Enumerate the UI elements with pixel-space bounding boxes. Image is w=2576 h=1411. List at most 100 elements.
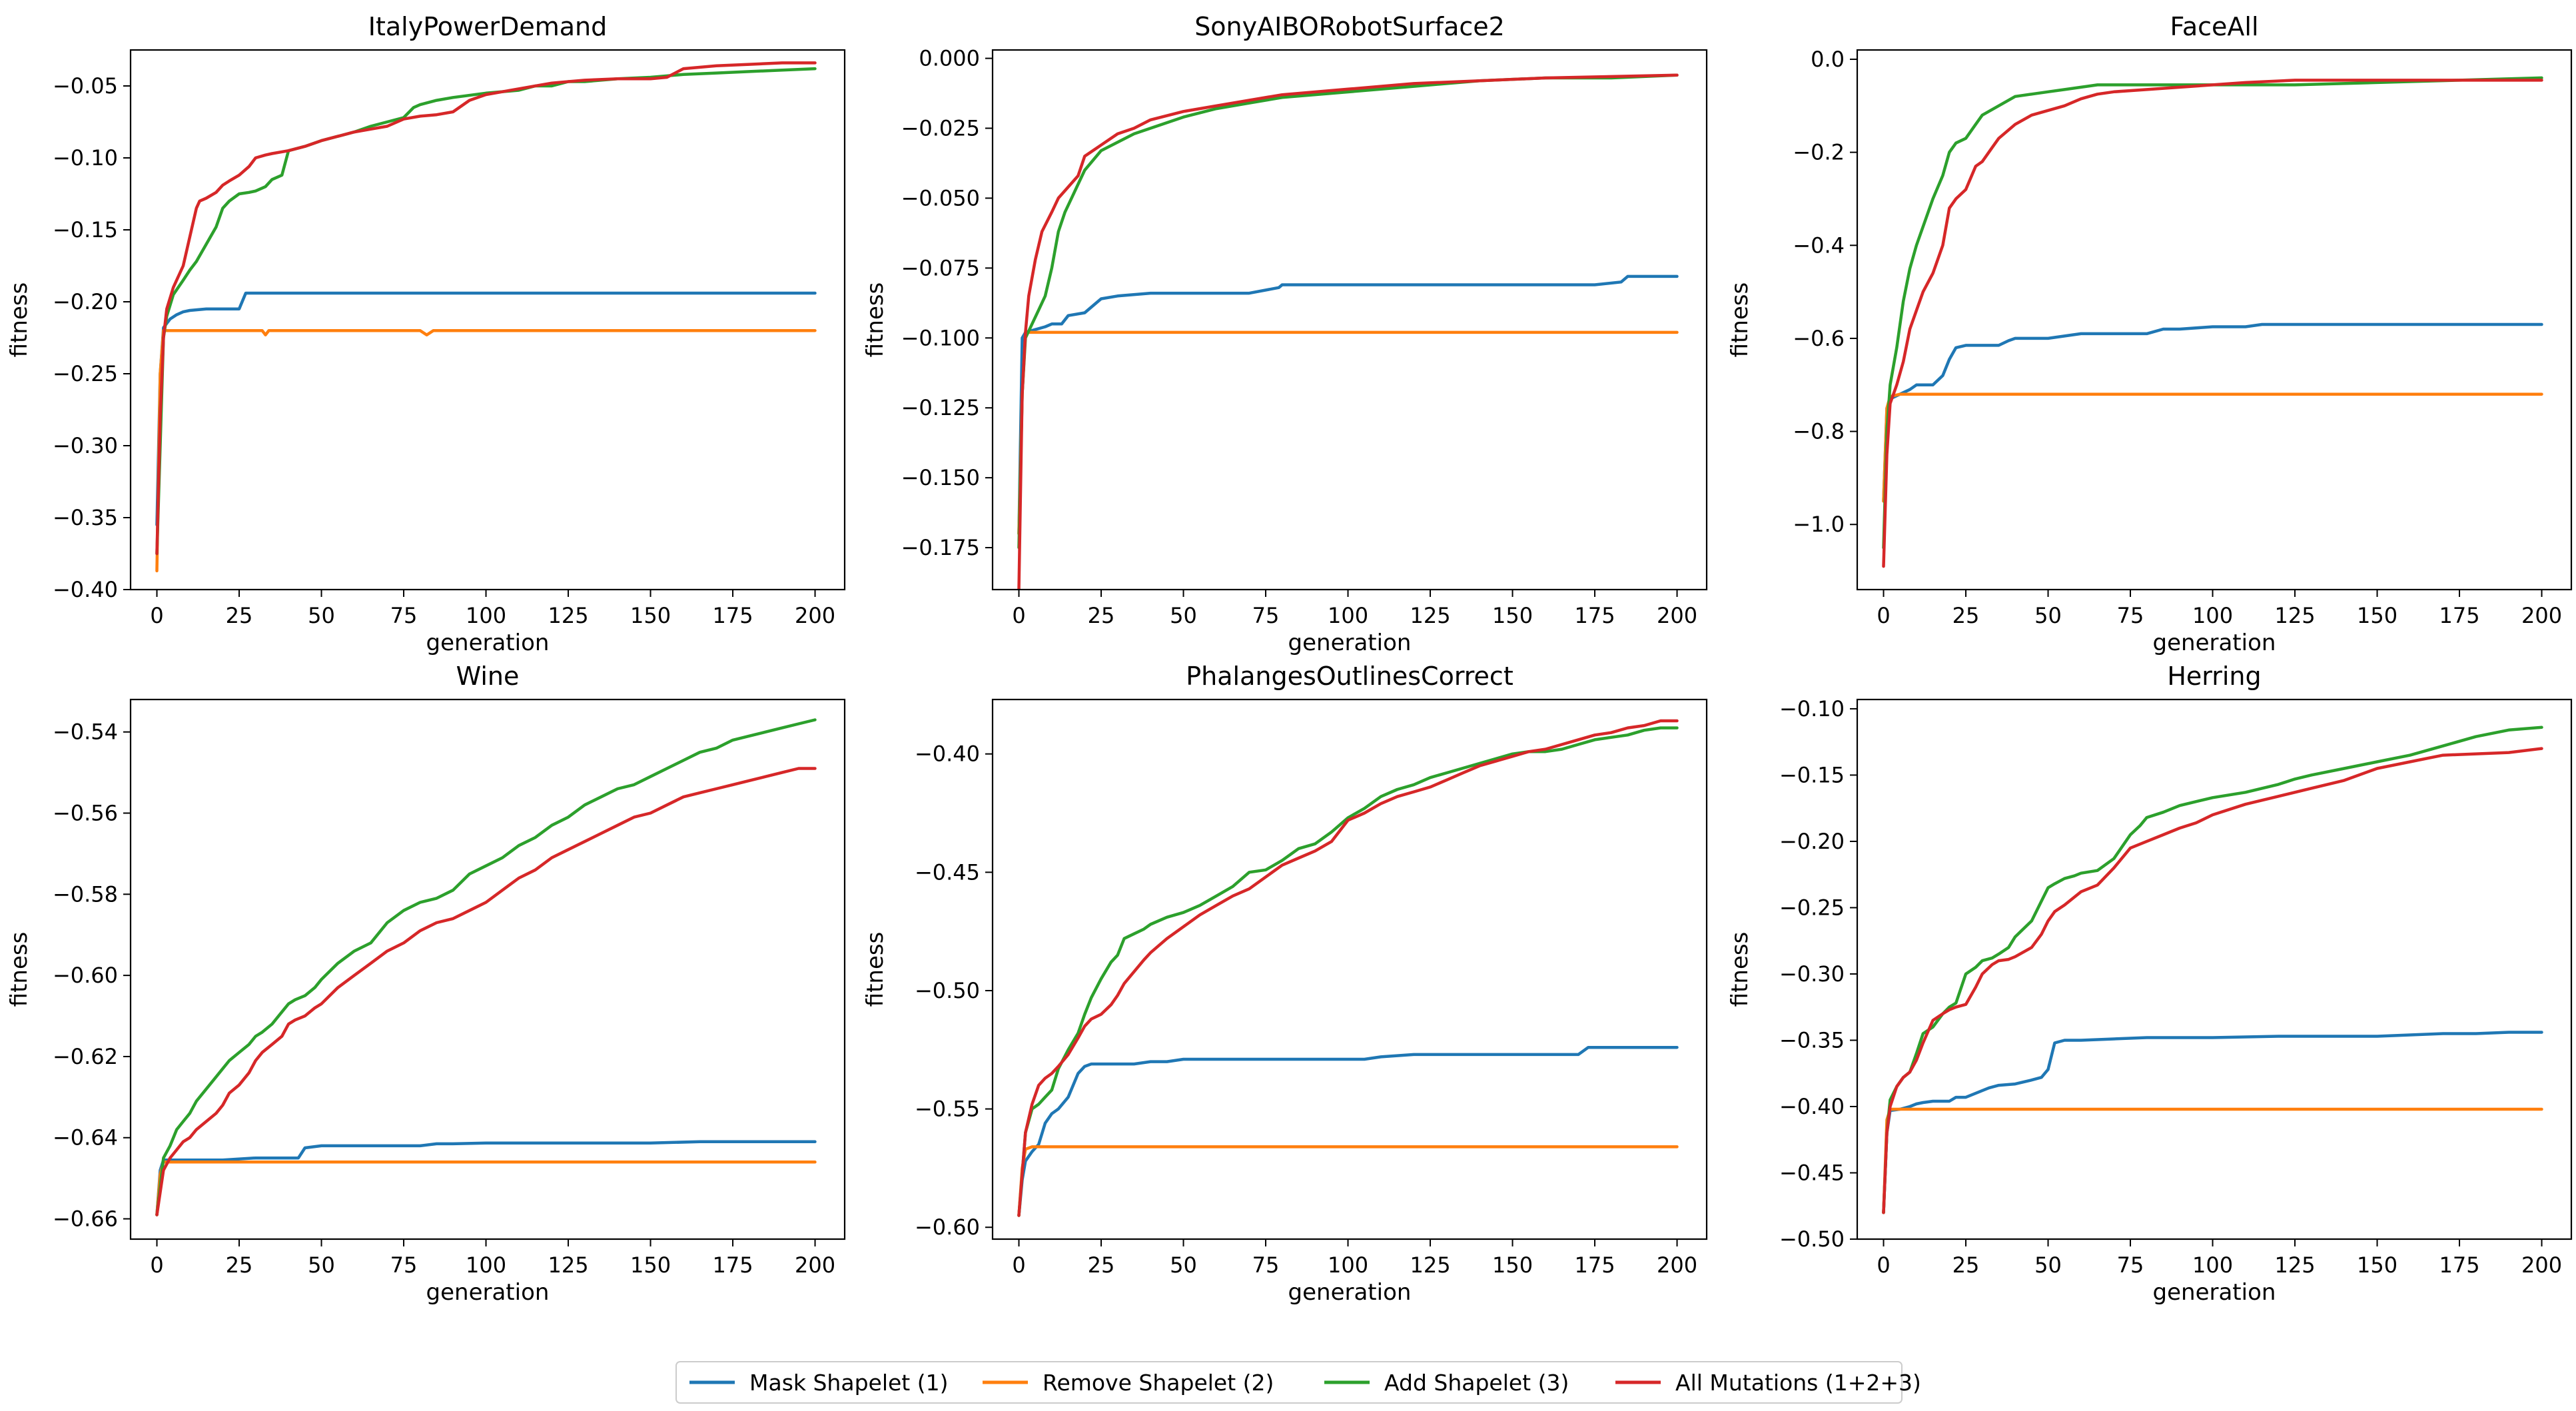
panel-title: FaceAll [2170,12,2258,41]
panel-title: PhalangesOutlinesCorrect [1186,662,1513,691]
x-tick-label: 175 [712,1252,753,1278]
panel-faceall: FaceAll 0 25 50 75 100 125 150 175 200 −1.0 −0.8 −0.… [1727,12,2573,656]
x-tick-label: 75 [2117,1252,2144,1278]
y-tick-label: −0.4 [1793,233,1845,258]
y-tick-label: −0.64 [53,1125,118,1151]
x-tick-label: 50 [1170,1252,1197,1278]
x-tick-label: 200 [795,1252,835,1278]
series-line-all-mutations-1-2-3 [1882,79,2543,568]
series-line-all-mutations-1-2-3 [1017,73,1679,590]
x-tick-label: 100 [2192,603,2233,628]
y-tick-label: −0.100 [901,325,980,350]
panel-sonyaiborobotsurface2: SonyAIBORobotSurface2 0 25 50 75 100 125 150 175… [862,12,1708,656]
y-axis-label: fitness [6,282,33,358]
legend-label: Remove Shapelet (2) [1043,1370,1274,1396]
subplot-grid: ItalyPowerDemand 0 25 50 75 100 125 150 175 200 −0… [6,12,2573,1306]
x-tick-label: 25 [1952,603,1980,628]
x-tick-label: 25 [1952,1252,1980,1278]
x-tick-label: 150 [1492,1252,1533,1278]
legend-label: Mask Shapelet (1) [749,1370,948,1396]
axes-frame [991,698,1708,1240]
x-tick-label: 100 [466,603,506,628]
y-tick-label: −0.10 [53,145,118,171]
series-line-all-mutations-1-2-3 [1882,747,2543,1214]
y-tick-label: −0.30 [53,433,118,458]
x-tick-label: 0 [1877,603,1890,628]
x-tick-label: 175 [1574,1252,1615,1278]
x-axis-label: generation [426,1279,550,1306]
y-tick-label: −0.25 [1779,895,1845,920]
series-line-add-shapelet-3 [155,718,817,1216]
y-tick-label: −0.25 [53,361,118,386]
x-tick-label: 175 [1574,603,1615,628]
y-tick-label: −0.15 [53,217,118,242]
y-tick-label: −0.05 [53,73,118,99]
y-tick-label: 0.000 [919,46,980,71]
x-tick-label: 200 [1657,603,1697,628]
series-line-all-mutations-1-2-3 [155,61,817,556]
axes-frame [1856,698,2573,1240]
x-tick-label: 100 [1328,1252,1368,1278]
x-tick-label: 25 [1088,1252,1115,1278]
axes-frame [129,49,846,591]
x-tick-label: 125 [548,1252,588,1278]
x-tick-label: 50 [1170,603,1197,628]
y-tick-label: −0.15 [1779,762,1845,787]
x-tick-label: 75 [2117,603,2144,628]
legend-label: Add Shapelet (3) [1384,1370,1569,1396]
x-tick-label: 175 [712,603,753,628]
x-tick-label: 150 [2357,603,2397,628]
x-axis-label: generation [1288,630,1412,656]
x-tick-label: 125 [1410,1252,1450,1278]
series-line-add-shapelet-3 [1882,76,2543,550]
panel-wine: Wine 0 25 50 75 100 125 150 175 200 −0.66 −0.64 −0.6… [6,662,846,1306]
x-tick-label: 75 [1252,1252,1280,1278]
panel-herring: Herring 0 25 50 75 100 125 150 175 200 −0.50 −0.45 −… [1727,662,2573,1306]
y-tick-label: −0.45 [915,859,980,885]
y-tick-label: −0.58 [53,881,118,907]
x-tick-label: 50 [308,603,335,628]
x-tick-label: 0 [150,603,163,628]
panel-phalangesoutlinescorrect: PhalangesOutlinesCorrect 0 25 50 75 100 125 150… [862,662,1708,1306]
x-tick-label: 200 [795,603,835,628]
x-tick-label: 150 [630,1252,671,1278]
x-tick-label: 100 [1328,603,1368,628]
y-tick-label: −0.40 [915,741,980,767]
legend-label: All Mutations (1+2+3) [1675,1370,1921,1396]
legend-box [675,1361,1903,1404]
y-tick-label: −0.125 [901,395,980,420]
x-tick-label: 25 [226,603,253,628]
y-axis-label: fitness [6,932,33,1007]
legend: Mask Shapelet (1) Remove Shapelet (2) Add … [675,1361,1921,1404]
y-tick-label: −0.40 [53,577,118,602]
y-tick-label: −0.075 [901,255,980,280]
x-tick-label: 150 [630,603,671,628]
y-tick-label: −0.56 [53,801,118,826]
panel-title: ItalyPowerDemand [368,12,607,41]
x-tick-label: 0 [1877,1252,1890,1278]
panel-title: Wine [456,662,520,691]
panel-italypowerdemand: ItalyPowerDemand 0 25 50 75 100 125 150 175 200 −0… [6,12,846,656]
x-tick-label: 50 [2034,1252,2062,1278]
series-line-mask-shapelet-1 [1017,274,1679,536]
axes-frame [991,49,1708,591]
series-line-add-shapelet-3 [1017,726,1679,1217]
x-tick-label: 50 [308,1252,335,1278]
x-tick-label: 175 [2439,1252,2479,1278]
series-line-add-shapelet-3 [1017,73,1679,550]
series-line-all-mutations-1-2-3 [1017,719,1679,1217]
y-tick-label: −0.35 [53,505,118,530]
x-tick-label: 25 [226,1252,253,1278]
y-tick-label: −0.55 [915,1097,980,1122]
x-tick-label: 125 [2274,1252,2315,1278]
y-tick-label: −0.50 [1779,1226,1845,1252]
y-tick-label: −1.0 [1793,512,1845,537]
x-tick-label: 200 [1657,1252,1697,1278]
y-axis-label: fitness [1727,932,1753,1007]
x-tick-label: 0 [1012,1252,1025,1278]
y-tick-label: −0.50 [915,978,980,1003]
y-tick-label: −0.025 [901,116,980,141]
y-tick-label: −0.60 [915,1214,980,1240]
x-tick-label: 0 [150,1252,163,1278]
